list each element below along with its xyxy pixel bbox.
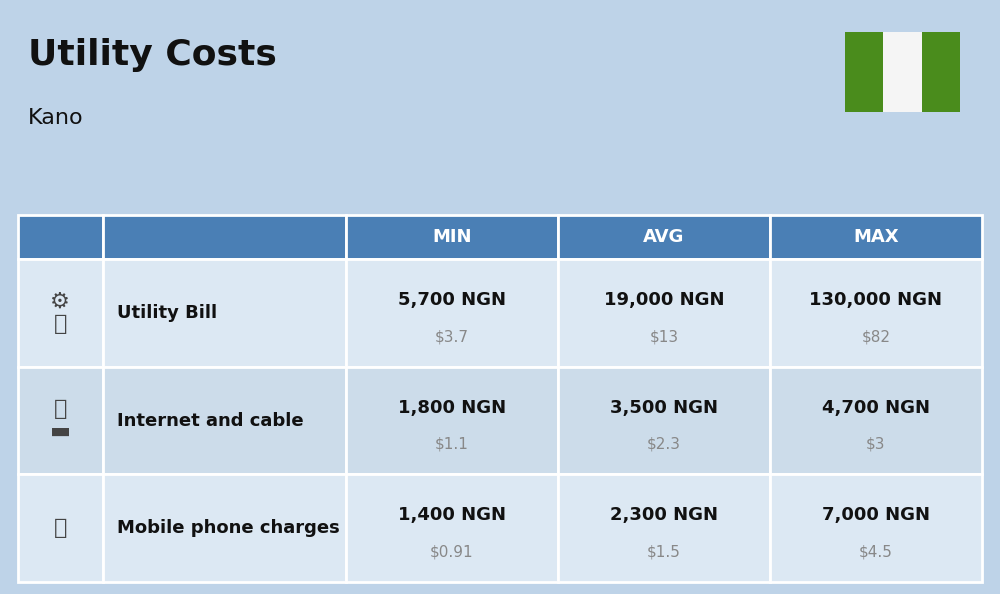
Bar [346,259,558,366]
Text: AVG: AVG [643,228,685,246]
Text: MAX: MAX [853,228,899,246]
Text: 1,800 NGN: 1,800 NGN [398,399,506,416]
Bar [770,215,982,259]
Text: Kano: Kano [28,108,84,128]
Text: $1.1: $1.1 [435,437,469,451]
Text: $82: $82 [861,329,890,344]
Text: 3,500 NGN: 3,500 NGN [610,399,718,416]
Text: $3: $3 [866,437,886,451]
Bar [103,215,346,259]
Bar [346,215,558,259]
Text: 130,000 NGN: 130,000 NGN [809,291,942,309]
Bar [883,32,922,112]
Bar [18,259,103,366]
Bar [103,259,346,366]
Bar [18,215,103,259]
Bar [18,475,103,582]
Text: 1,400 NGN: 1,400 NGN [398,506,506,525]
Text: MIN: MIN [432,228,472,246]
Bar [845,32,883,112]
Text: $0.91: $0.91 [430,544,474,560]
Bar [770,259,982,366]
Text: Mobile phone charges: Mobile phone charges [117,519,340,537]
Bar [346,475,558,582]
Text: 4,700 NGN: 4,700 NGN [822,399,930,416]
Bar [18,366,103,475]
Bar [922,32,960,112]
Bar [770,475,982,582]
Text: Internet and cable: Internet and cable [117,412,303,429]
Text: ⚙
🔌: ⚙ 🔌 [50,291,70,334]
Text: 📶
▬: 📶 ▬ [50,399,71,442]
Bar [558,215,770,259]
Text: 📱: 📱 [54,518,67,538]
Bar [770,366,982,475]
Text: $1.5: $1.5 [647,544,681,560]
Bar [103,475,346,582]
Text: Utility Bill: Utility Bill [117,304,217,322]
Text: $3.7: $3.7 [435,329,469,344]
Text: $4.5: $4.5 [859,544,893,560]
Text: 7,000 NGN: 7,000 NGN [822,506,930,525]
Bar [103,366,346,475]
Bar [558,366,770,475]
Bar [558,259,770,366]
Text: 2,300 NGN: 2,300 NGN [610,506,718,525]
Text: Utility Costs: Utility Costs [28,38,277,72]
Text: $2.3: $2.3 [647,437,681,451]
Text: 5,700 NGN: 5,700 NGN [398,291,506,309]
Text: $13: $13 [649,329,678,344]
Bar [346,366,558,475]
Bar [558,475,770,582]
Text: 19,000 NGN: 19,000 NGN [604,291,724,309]
